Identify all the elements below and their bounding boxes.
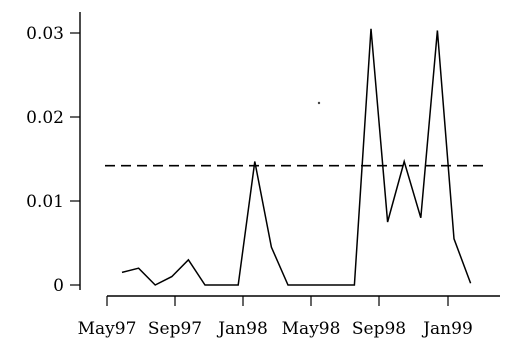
scan-speck <box>317 101 321 105</box>
x-tick-label: Sep98 <box>352 319 406 339</box>
y-ticks: 0 0.01 0.02 0.03 <box>26 24 80 296</box>
series-layer <box>121 28 472 286</box>
y-tick-label: 0.02 <box>26 108 64 128</box>
x-tick-label: May98 <box>282 319 341 339</box>
y-tick-label: 0 <box>53 276 64 296</box>
x-ticks: May97 Sep97 Jan98 May98 Sep98 Jan99 <box>78 296 473 339</box>
y-tick-label: 0.03 <box>26 24 64 44</box>
x-tick-label: May97 <box>78 319 137 339</box>
series-line <box>121 28 472 286</box>
x-tick-label: Jan98 <box>216 319 268 339</box>
y-tick-label: 0.01 <box>26 192 64 212</box>
x-tick-label: Jan99 <box>421 319 473 339</box>
x-tick-label: Sep97 <box>148 319 202 339</box>
